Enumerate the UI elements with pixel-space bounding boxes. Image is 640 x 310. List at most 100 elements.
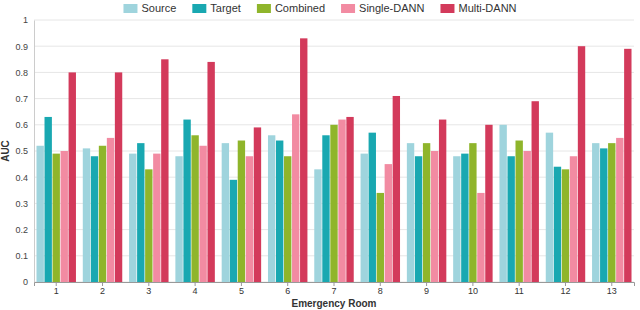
x-tick: 12 [560, 282, 570, 296]
bar [600, 148, 607, 282]
bar [592, 143, 599, 282]
x-tick-label: 2 [100, 286, 105, 296]
bar [515, 141, 522, 282]
bar [338, 120, 345, 282]
y-tick: 0.2 [15, 225, 34, 235]
bar [292, 114, 299, 282]
bar [175, 156, 182, 282]
bar-series [45, 117, 608, 282]
bar [624, 49, 631, 282]
bar [222, 143, 229, 282]
legend-label: Single-DANN [359, 2, 424, 14]
bar [346, 117, 353, 282]
y-tick: 0.4 [15, 173, 34, 183]
bar [276, 141, 283, 282]
bar [107, 138, 114, 282]
bar [524, 151, 531, 282]
grid-line [34, 98, 634, 99]
bar [439, 120, 446, 282]
y-tick: 1 [23, 15, 34, 25]
bar [145, 169, 152, 282]
x-tick-label: 13 [607, 286, 617, 296]
bar [453, 156, 460, 282]
y-tick: 0.3 [15, 199, 34, 209]
legend-swatch [123, 4, 137, 13]
x-tick-label: 9 [424, 286, 429, 296]
bar [153, 154, 160, 282]
y-tick-label: 0.7 [15, 94, 28, 104]
bar [377, 193, 384, 282]
bar [546, 133, 553, 282]
bar [129, 154, 136, 282]
grid-line [34, 20, 634, 21]
x-tick-label: 12 [560, 286, 570, 296]
x-tick-label: 6 [285, 286, 290, 296]
bar-series [61, 114, 624, 282]
bar [361, 154, 368, 282]
x-tick: 8 [378, 282, 383, 296]
x-tick: 10 [468, 282, 478, 296]
x-tick-label: 4 [193, 286, 198, 296]
x-tick: 6 [285, 282, 290, 296]
grid-line [34, 46, 634, 47]
bar [554, 167, 561, 282]
y-axis-title: AUC [0, 140, 11, 162]
bar [578, 46, 585, 282]
x-axis-title: Emergency Room [291, 298, 376, 309]
legend-item: Multi-DANN [440, 2, 516, 14]
y-axis: 0 0.1 0.2 0.3 0.4 0.5 0.6 0.7 0.8 0.9 1 [15, 15, 34, 287]
y-tick: 0.1 [15, 251, 34, 261]
bar [314, 169, 321, 282]
bar-series [53, 125, 616, 282]
bar [461, 154, 468, 282]
legend-swatch [341, 4, 355, 13]
y-tick: 0.7 [15, 94, 34, 104]
bar [254, 127, 261, 282]
y-tick-label: 0.6 [15, 120, 28, 130]
bar [385, 164, 392, 282]
bar [183, 120, 190, 282]
y-axis-line [34, 21, 35, 283]
legend-label: Multi-DANN [458, 2, 516, 14]
bar [83, 148, 90, 282]
bar [423, 143, 430, 282]
bar [415, 156, 422, 282]
bar [562, 169, 569, 282]
bar [230, 180, 237, 282]
x-tick: 3 [146, 282, 151, 296]
x-tick: 13 [607, 282, 617, 296]
legend: SourceTargetCombinedSingle-DANNMulti-DAN… [123, 2, 516, 14]
bar-series [69, 38, 632, 282]
bar [91, 156, 98, 282]
bar [330, 125, 337, 282]
bars [36, 38, 631, 282]
bar [69, 72, 76, 282]
bar [137, 143, 144, 282]
bar [407, 143, 414, 282]
plot: 00.10.20.30.40.50.60.70.80.9112345678910… [15, 15, 634, 296]
x-tick-label: 8 [378, 286, 383, 296]
chart: 00.10.20.30.40.50.60.70.80.9112345678910… [0, 0, 640, 310]
x-tick: 9 [424, 282, 429, 296]
y-tick-label: 0.1 [15, 251, 28, 261]
legend-item: Source [123, 2, 176, 14]
bar [507, 156, 514, 282]
y-tick: 0 [23, 277, 34, 287]
grid-line [34, 72, 634, 73]
y-tick: 0.8 [15, 68, 34, 78]
y-tick: 0.9 [15, 42, 34, 52]
legend-swatch [257, 4, 271, 13]
y-tick-label: 1 [23, 15, 28, 25]
y-tick-label: 0.5 [15, 146, 28, 156]
y-tick-label: 0.4 [15, 173, 28, 183]
bar [608, 143, 615, 282]
legend-swatch [192, 4, 206, 13]
legend-label: Combined [275, 2, 325, 14]
x-tick: 5 [239, 282, 244, 296]
bar [61, 151, 68, 282]
bar [499, 125, 506, 282]
y-tick: 0.6 [15, 120, 34, 130]
bar [36, 146, 43, 282]
legend-item: Single-DANN [341, 2, 424, 14]
legend-item: Combined [257, 2, 325, 14]
